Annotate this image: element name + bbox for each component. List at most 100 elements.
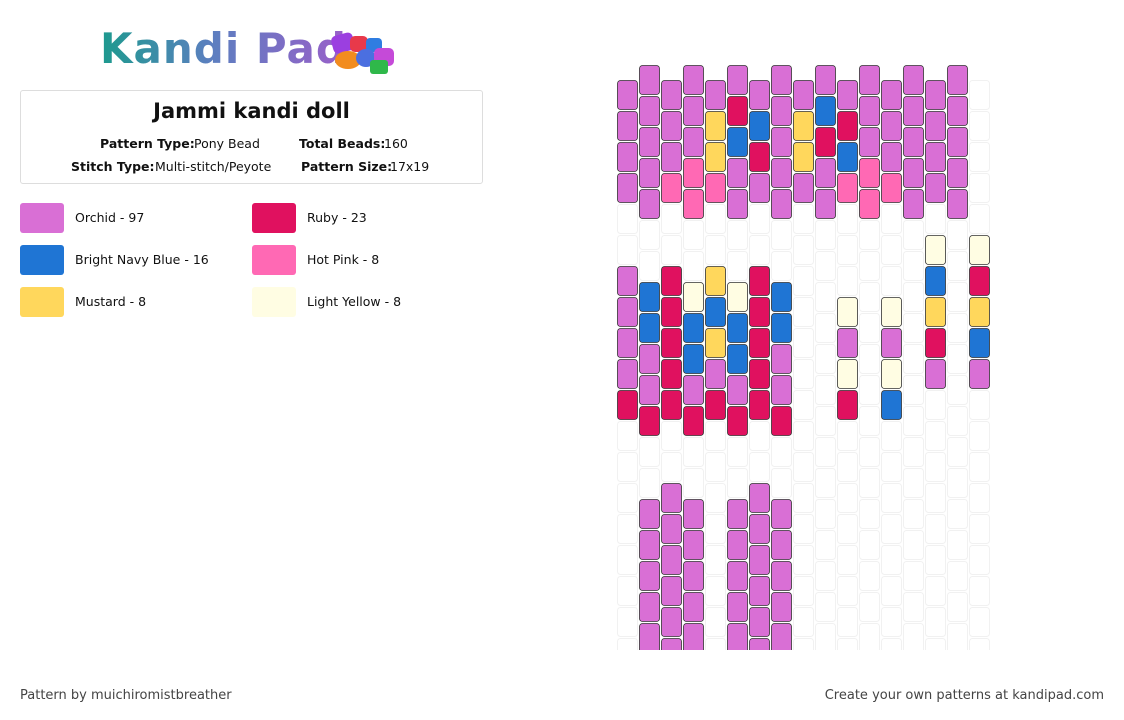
- field-label: Stitch Type:: [71, 159, 155, 174]
- bead: [683, 282, 704, 312]
- empty-cell: [793, 204, 814, 234]
- bead: [705, 173, 726, 203]
- empty-cell: [903, 623, 924, 650]
- empty-cell: [947, 468, 968, 498]
- empty-cell: [793, 390, 814, 420]
- bead: [639, 127, 660, 157]
- empty-cell: [793, 638, 814, 650]
- bead: [771, 561, 792, 591]
- field-value: 160: [384, 136, 408, 151]
- legend-label: Ruby - 23: [307, 210, 367, 225]
- empty-cell: [727, 251, 748, 281]
- empty-cell: [925, 452, 946, 482]
- bead: [881, 390, 902, 420]
- bead: [771, 344, 792, 374]
- empty-cell: [925, 638, 946, 650]
- bead: [683, 158, 704, 188]
- cta-link[interactable]: Create your own patterns at kandipad.com: [824, 688, 1104, 703]
- bead: [815, 158, 836, 188]
- empty-cell: [881, 638, 902, 650]
- bead: [881, 328, 902, 358]
- empty-cell: [727, 437, 748, 467]
- bead: [925, 80, 946, 110]
- empty-cell: [617, 452, 638, 482]
- empty-cell: [947, 375, 968, 405]
- bead: [837, 173, 858, 203]
- empty-cell: [793, 607, 814, 637]
- bead: [617, 111, 638, 141]
- bead: [617, 390, 638, 420]
- bead: [771, 127, 792, 157]
- bead: [925, 328, 946, 358]
- bead: [837, 297, 858, 327]
- legend-swatch: [252, 203, 296, 233]
- empty-cell: [815, 375, 836, 405]
- legend-label: Orchid - 97: [75, 210, 145, 225]
- bead: [749, 576, 770, 606]
- legend-label: Light Yellow - 8: [307, 294, 402, 309]
- bead: [705, 111, 726, 141]
- empty-cell: [749, 235, 770, 265]
- empty-cell: [903, 561, 924, 591]
- empty-cell: [705, 421, 726, 451]
- empty-cell: [969, 576, 990, 606]
- empty-cell: [837, 452, 858, 482]
- empty-cell: [969, 142, 990, 172]
- bead: [683, 375, 704, 405]
- empty-cell: [903, 592, 924, 622]
- empty-cell: [947, 623, 968, 650]
- empty-cell: [617, 235, 638, 265]
- empty-cell: [837, 545, 858, 575]
- bead: [661, 266, 682, 296]
- empty-cell: [903, 437, 924, 467]
- empty-cell: [815, 437, 836, 467]
- legend-swatch: [20, 287, 64, 317]
- bead: [771, 530, 792, 560]
- empty-cell: [749, 452, 770, 482]
- bead: [639, 499, 660, 529]
- bead: [969, 297, 990, 327]
- bead: [639, 561, 660, 591]
- empty-cell: [683, 468, 704, 498]
- bead: [727, 623, 748, 650]
- empty-cell: [925, 390, 946, 420]
- empty-cell: [969, 452, 990, 482]
- empty-cell: [947, 313, 968, 343]
- bead: [793, 142, 814, 172]
- empty-cell: [815, 220, 836, 250]
- empty-cell: [815, 251, 836, 281]
- bead: [925, 142, 946, 172]
- empty-cell: [925, 576, 946, 606]
- empty-cell: [793, 359, 814, 389]
- empty-cell: [881, 266, 902, 296]
- bead: [661, 514, 682, 544]
- bead: [771, 406, 792, 436]
- bead: [837, 328, 858, 358]
- empty-cell: [837, 514, 858, 544]
- logo[interactable]: Kandi Pad: [100, 24, 347, 73]
- empty-cell: [969, 514, 990, 544]
- bead: [705, 328, 726, 358]
- bead: [859, 96, 880, 126]
- empty-cell: [925, 483, 946, 513]
- bead: [771, 499, 792, 529]
- empty-cell: [881, 545, 902, 575]
- empty-cell: [771, 251, 792, 281]
- bead: [771, 158, 792, 188]
- empty-cell: [639, 468, 660, 498]
- empty-cell: [837, 576, 858, 606]
- empty-cell: [859, 592, 880, 622]
- bead: [925, 297, 946, 327]
- bead: [925, 235, 946, 265]
- empty-cell: [617, 483, 638, 513]
- empty-cell: [903, 530, 924, 560]
- bead: [925, 359, 946, 389]
- bead: [639, 189, 660, 219]
- empty-cell: [815, 592, 836, 622]
- bead: [727, 561, 748, 591]
- empty-cell: [859, 499, 880, 529]
- bead: [749, 545, 770, 575]
- bead: [727, 189, 748, 219]
- empty-cell: [837, 421, 858, 451]
- empty-cell: [837, 204, 858, 234]
